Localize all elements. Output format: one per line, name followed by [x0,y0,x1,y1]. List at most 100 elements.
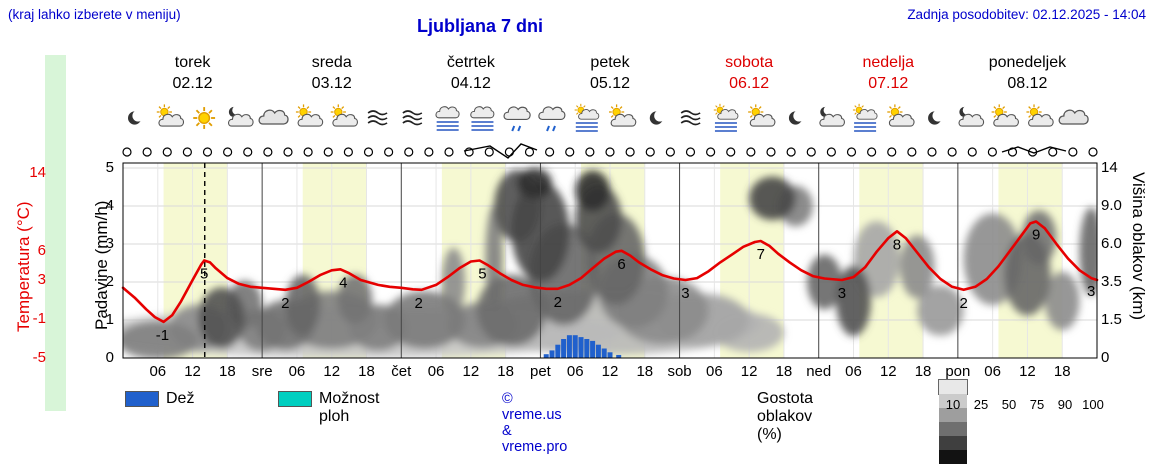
temperature-value: 8 [893,236,901,253]
marker-circle [343,147,353,157]
day-date: 03.12 [311,75,352,92]
credit-link[interactable]: © vreme.us & vreme.pro [502,391,568,455]
hour-label: 06 [566,363,584,380]
marker-circle [1068,147,1078,157]
density-scale-cell [939,450,967,464]
day-header-4: petek 05.12 [535,52,685,94]
wind-line [463,143,538,159]
day-abbr-label: pon [945,363,971,380]
hour-label: 18 [219,363,236,380]
cloud-tick: 9.0 [1101,197,1122,214]
weather-icon-cloud [1058,109,1089,125]
weather-icon-moon-cloud [819,105,845,127]
marker-circle [685,147,696,157]
marker-circle [303,147,313,157]
weather-icon-fog-sun [713,103,739,132]
weather-icon-moon [649,110,666,125]
marker-circle [967,147,977,157]
weather-icon-moon-cloud [227,105,254,127]
weather-icon-wind [680,110,701,126]
weather-icon-wind [367,110,388,126]
day-abbr-label: ned [806,363,832,380]
rain-bar [607,352,613,358]
meteogram-page: { "header": { "hint": "(kraj lahko izber… [8,7,1148,464]
daylight-band [441,163,506,358]
weather-icon-fog-sun [852,103,878,132]
day-header-3: četrtek 04.12 [396,52,546,94]
day-name: sobota [725,54,774,71]
marker-circle [987,147,997,157]
day-abbr-label: sob [667,363,692,380]
rain-bar [549,350,555,358]
marker-circle [504,147,514,157]
hour-label: 06 [149,363,167,380]
rain-bar [578,337,584,358]
day-abbr-label: pet [529,363,551,380]
showers-label: Možnost ploh [319,390,380,425]
cloud-density-layer [123,168,1097,358]
precip-tick: 1 [105,311,114,328]
plot-background [123,163,1097,358]
marker-circle [404,147,414,157]
hour-label: 06 [706,363,723,380]
temperature-value: 4 [339,274,347,291]
cloud-tick: 0 [1101,349,1110,366]
temperature-value: 9 [1032,227,1040,244]
marker-circle [363,147,374,157]
temperature-value: 3 [838,285,846,302]
weather-icon-sun-cloud [156,104,185,127]
hour-label: 06 [845,363,862,380]
density-scale-value: 50 [1001,397,1017,412]
day-date: 07.12 [868,75,909,92]
weather-icon-moon [788,110,805,125]
marker-circle [142,147,152,157]
density-scale-value: 10 [945,397,961,412]
marker-circle [947,147,957,157]
marker-circle [384,147,394,157]
marker-circle [887,147,897,157]
marker-circle [1007,147,1018,157]
marker-circle [826,147,836,157]
day-abbr-label: sre [251,363,273,380]
marker-circle [565,147,575,157]
hour-label: 06 [984,363,1001,380]
day-name: nedelja [862,54,915,71]
marker-circle [223,147,233,157]
hour-label: 06 [288,363,306,380]
marker-circle [645,147,655,157]
marker-circle [545,147,555,157]
density-scale-cell [939,394,967,408]
density-scale-cell [939,408,967,422]
rain-bar [601,348,607,358]
marker-circle [726,147,736,157]
temperature-value: 2 [281,295,289,312]
hour-label: 18 [775,363,793,380]
marker-circle [846,147,857,157]
day-name: četrtek [446,54,495,71]
weather-icon-sun-cloud [748,104,776,127]
weather-icon-rain-cloud [503,106,531,132]
weather-icon-sun-cloud [887,104,915,127]
rain-label: Dež [166,390,195,407]
temperature-value: -1 [156,327,169,344]
hour-label: 12 [462,363,480,380]
temperature-value: 2 [554,294,562,311]
temp-tick: 6 [37,241,46,259]
weather-icon-moon [928,110,944,125]
marker-circle [665,147,675,157]
marker-circle [162,147,172,157]
marker-circle [263,147,273,157]
day-date: 06.12 [729,75,770,92]
density-scale-value: 25 [973,397,989,412]
day-name: torek [174,54,211,71]
rain-bar [566,335,572,358]
rain-bar [561,339,567,358]
rain-bar [616,354,622,358]
precip-tick: 5 [105,159,114,176]
temperature-value: 3 [1087,283,1095,300]
marker-circle [927,147,937,157]
hour-label: 12 [1019,363,1036,380]
marker-circle [625,147,635,157]
daylight-band [859,163,924,358]
precip-tick: 0 [105,349,114,366]
